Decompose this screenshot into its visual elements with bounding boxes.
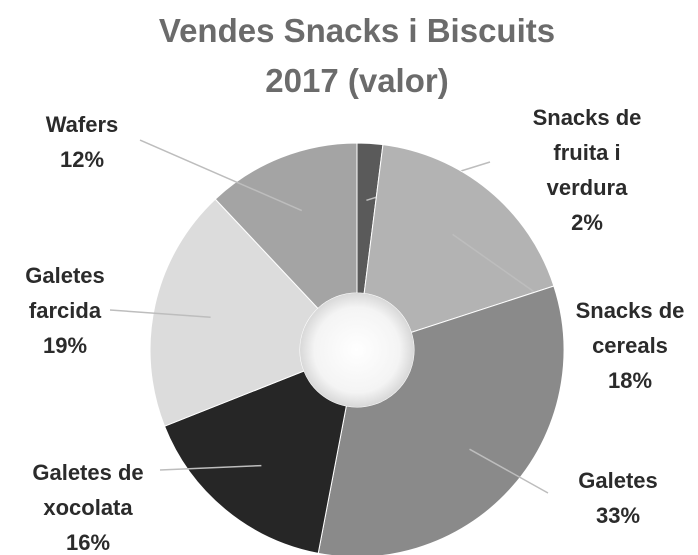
- donut-hole: [300, 293, 414, 407]
- percent-label: 18%: [607, 368, 653, 393]
- data-label: Galetes 33%: [553, 463, 683, 533]
- category-label: Galetes de xocolata: [32, 460, 144, 520]
- leader-line: [159, 464, 262, 471]
- category-label: Snacks de cereals: [575, 298, 685, 358]
- leader-line: [469, 448, 549, 494]
- data-label: Wafers 12%: [22, 107, 142, 177]
- percent-label: 19%: [42, 333, 88, 358]
- data-label: Galetes farcida 19%: [5, 258, 125, 363]
- leader-line: [139, 139, 303, 212]
- chart-title: Vendes Snacks i Biscuits 2017 (valor): [158, 12, 556, 99]
- category-label: Galetes: [578, 468, 658, 493]
- data-label: Snacks de cereals 18%: [565, 293, 695, 398]
- percent-label: 16%: [65, 530, 111, 555]
- percent-label: 12%: [59, 147, 105, 172]
- data-label: Snacks de fruita i verdura 2%: [517, 100, 657, 240]
- category-label: Snacks de fruita i verdura: [532, 105, 642, 200]
- data-label: Galetes de xocolata 16%: [8, 455, 168, 555]
- category-label: Wafers: [45, 112, 119, 137]
- category-label: Galetes farcida: [25, 263, 105, 323]
- leader-line: [109, 309, 211, 319]
- percent-label: 33%: [595, 503, 641, 528]
- percent-label: 2%: [571, 210, 603, 235]
